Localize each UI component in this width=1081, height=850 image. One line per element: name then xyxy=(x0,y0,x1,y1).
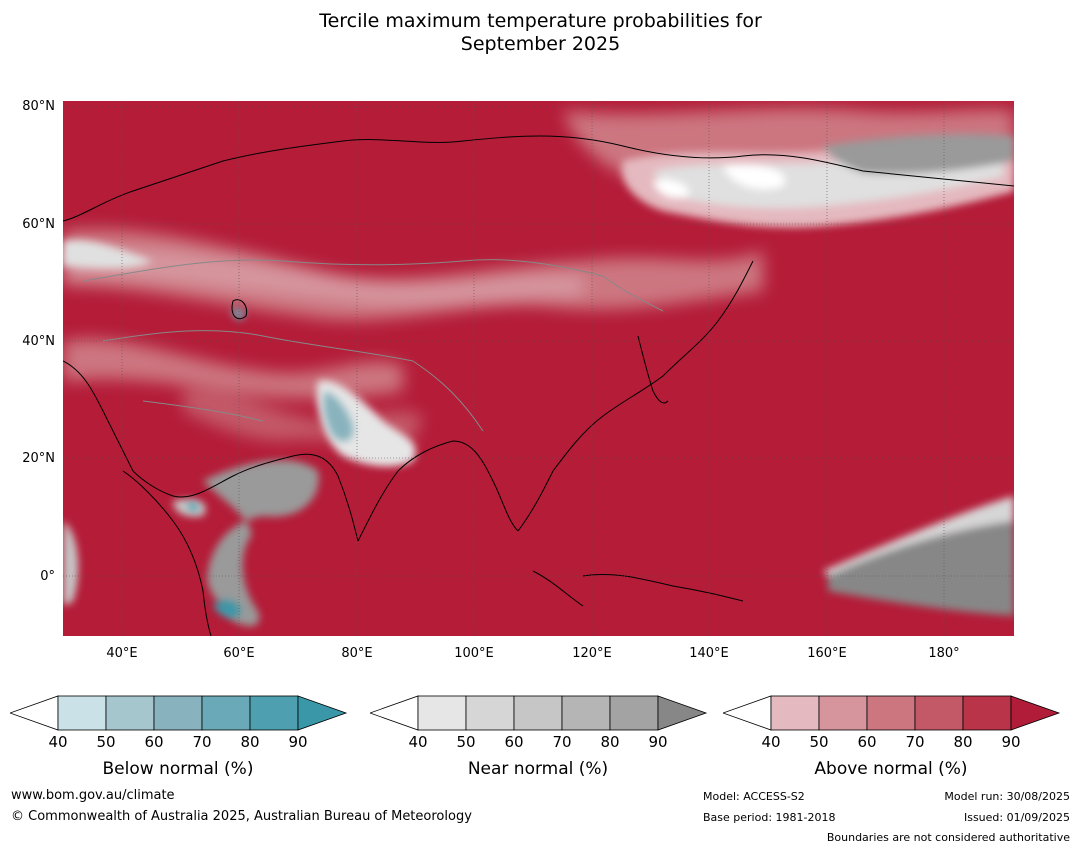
lat-label-20n: 20°N xyxy=(22,451,55,466)
above-arrow-left xyxy=(723,695,772,731)
lon-label-140e: 140°E xyxy=(689,646,729,661)
below-colorbar-cell xyxy=(153,695,203,731)
near-colorbar-cell xyxy=(609,695,659,731)
below-colorbar-cell xyxy=(57,695,107,731)
above-colorbar-tick: 40 xyxy=(761,733,781,751)
below-colorbar-tick: 80 xyxy=(240,733,260,751)
colorbar-above xyxy=(723,695,1061,731)
graticule xyxy=(63,101,1014,636)
below-colorbar-cell xyxy=(201,695,251,731)
probability-map xyxy=(62,101,1015,637)
above-colorbar-cell xyxy=(914,695,964,731)
lon-label-60e: 60°E xyxy=(223,646,255,661)
near-normal-zones xyxy=(63,134,1014,627)
below-colorbar-tick: 70 xyxy=(192,733,212,751)
near-arrow-left xyxy=(370,695,419,731)
lon-label-160e: 160°E xyxy=(807,646,847,661)
above-colorbar-cell xyxy=(866,695,916,731)
lat-label-60n: 60°N xyxy=(22,217,55,232)
below-colorbar-tick: 60 xyxy=(144,733,164,751)
above-colorbar-cell xyxy=(818,695,868,731)
lon-label-120e: 120°E xyxy=(572,646,612,661)
above-colorbar-tick: 80 xyxy=(953,733,973,751)
lon-label-80e: 80°E xyxy=(341,646,373,661)
lon-label-100e: 100°E xyxy=(454,646,494,661)
footer-website: www.bom.gov.au/climate xyxy=(11,788,175,803)
map-canvas xyxy=(62,101,1015,637)
below-colorbar-tick: 50 xyxy=(96,733,116,751)
footer-issued: Issued: 01/09/2025 xyxy=(963,811,1070,824)
colorbar-above-title: Above normal (%) xyxy=(814,759,968,779)
below-colorbar-cell xyxy=(249,695,299,731)
coastlines xyxy=(62,135,1015,637)
below-arrow-right xyxy=(297,695,348,731)
near-arrow-right xyxy=(657,695,708,731)
country-borders xyxy=(82,259,664,432)
footer-copyright: © Commonwealth of Australia 2025, Austra… xyxy=(11,809,472,824)
near-colorbar-tick: 70 xyxy=(552,733,572,751)
lon-label-40e: 40°E xyxy=(106,646,138,661)
below-colorbar-cell xyxy=(105,695,155,731)
lat-label-80n: 80°N xyxy=(22,99,55,114)
footer-model-run: Model run: 30/08/2025 xyxy=(944,790,1070,803)
above-colorbar-tick: 50 xyxy=(809,733,829,751)
above-colorbar-cell xyxy=(770,695,820,731)
near-colorbar-cell xyxy=(561,695,611,731)
above-colorbar-cell xyxy=(962,695,1012,731)
below-arrow-left xyxy=(10,695,59,731)
map-title: Tercile maximum temperature probabilitie… xyxy=(0,10,1081,56)
title-line-1: Tercile maximum temperature probabilitie… xyxy=(319,10,762,32)
title-line-2: September 2025 xyxy=(460,33,621,55)
lat-label-0: 0° xyxy=(40,569,55,584)
footer-base-period: Base period: 1981-2018 xyxy=(703,811,836,824)
colorbar-near-title: Near normal (%) xyxy=(467,759,609,779)
near-colorbar-cell xyxy=(465,695,515,731)
footer-disclaimer: Boundaries are not considered authoritat… xyxy=(826,831,1070,844)
footer-model: Model: ACCESS-S2 xyxy=(703,790,805,803)
above-arrow-right xyxy=(1010,695,1061,731)
above-colorbar-tick: 90 xyxy=(1001,733,1021,751)
colorbar-near xyxy=(370,695,708,731)
near-colorbar-tick: 60 xyxy=(504,733,524,751)
near-colorbar-tick: 90 xyxy=(648,733,668,751)
near-colorbar-cell xyxy=(417,695,467,731)
above-colorbar-tick: 60 xyxy=(857,733,877,751)
colorbar-below xyxy=(10,695,348,731)
lat-label-40n: 40°N xyxy=(22,334,55,349)
near-colorbar-tick: 80 xyxy=(600,733,620,751)
colorbar-below-title: Below normal (%) xyxy=(102,759,254,779)
lon-label-180: 180° xyxy=(928,646,960,661)
below-colorbar-tick: 40 xyxy=(48,733,68,751)
above-colorbar-tick: 70 xyxy=(905,733,925,751)
near-colorbar-tick: 40 xyxy=(408,733,428,751)
near-colorbar-cell xyxy=(513,695,563,731)
below-colorbar-tick: 90 xyxy=(288,733,308,751)
near-colorbar-tick: 50 xyxy=(456,733,476,751)
